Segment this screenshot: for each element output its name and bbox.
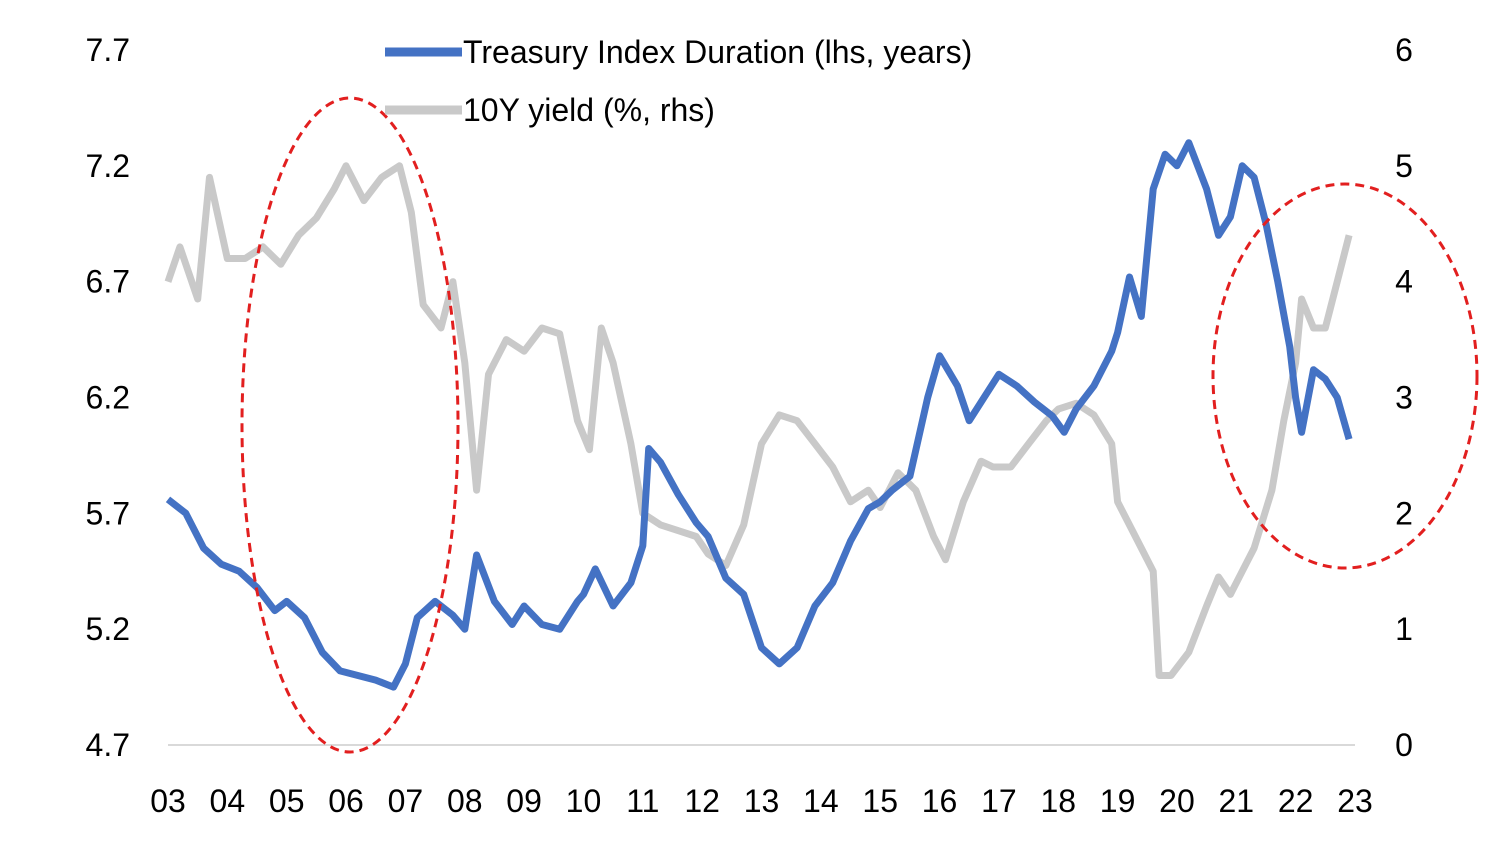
x-axis-ticks: 03 04 05 06 07 08 09 10 11 12 13 14 15 16 17 18 19 20 21 22… [150,783,1373,819]
left-tick-label: 5.2 [86,611,130,647]
x-tick-label: 16 [922,783,958,819]
highlight-ellipse [240,96,460,754]
series-layer [164,139,1353,691]
treasury-duration-line [165,139,1353,691]
x-tick-label: 14 [803,783,839,819]
left-tick-label: 7.7 [86,32,130,68]
x-tick-label: 10 [566,783,602,819]
right-tick-label: 1 [1395,611,1413,647]
x-tick-label: 21 [1219,783,1255,819]
x-tick-label: 15 [862,783,898,819]
right-tick-label: 0 [1395,727,1413,763]
x-tick-label: 19 [1100,783,1136,819]
left-tick-label: 6.7 [86,264,130,300]
right-tick-label: 3 [1395,380,1413,416]
x-tick-label: 17 [981,783,1017,819]
right-tick-label: 5 [1395,148,1413,184]
left-tick-label: 4.7 [86,727,130,763]
x-tick-label: 20 [1159,783,1195,819]
x-tick-label: 22 [1278,783,1314,819]
right-tick-label: 4 [1395,264,1413,300]
left-tick-label: 5.7 [86,495,130,531]
x-tick-label: 12 [684,783,720,819]
highlight-ellipse [1211,182,1479,570]
legend: Treasury Index Duration (lhs, years) 10Y… [385,34,972,128]
legend-label-10y-yield: 10Y yield (%, rhs) [463,92,715,128]
ten-year-yield-line [164,162,1353,679]
x-tick-label: 07 [388,783,424,819]
x-tick-label: 09 [506,783,542,819]
x-tick-label: 06 [328,783,364,819]
x-tick-label: 13 [744,783,780,819]
annotation-layer [240,96,1479,754]
x-tick-label: 04 [210,783,246,819]
right-axis-ticks: 0 1 2 3 4 5 6 [1395,32,1413,763]
x-tick-label: 18 [1040,783,1076,819]
x-tick-label: 05 [269,783,305,819]
x-tick-label: 08 [447,783,483,819]
x-tick-label: 03 [150,783,186,819]
left-tick-label: 7.2 [86,148,130,184]
legend-label-treasury-duration: Treasury Index Duration (lhs, years) [463,34,972,70]
left-tick-label: 6.2 [86,380,130,416]
right-tick-label: 2 [1395,495,1413,531]
x-tick-label: 11 [626,783,659,819]
x-tick-label: 23 [1337,783,1373,819]
right-tick-label: 6 [1395,32,1413,68]
left-axis-ticks: 4.7 5.2 5.7 6.2 6.7 7.2 7.7 [86,32,130,763]
